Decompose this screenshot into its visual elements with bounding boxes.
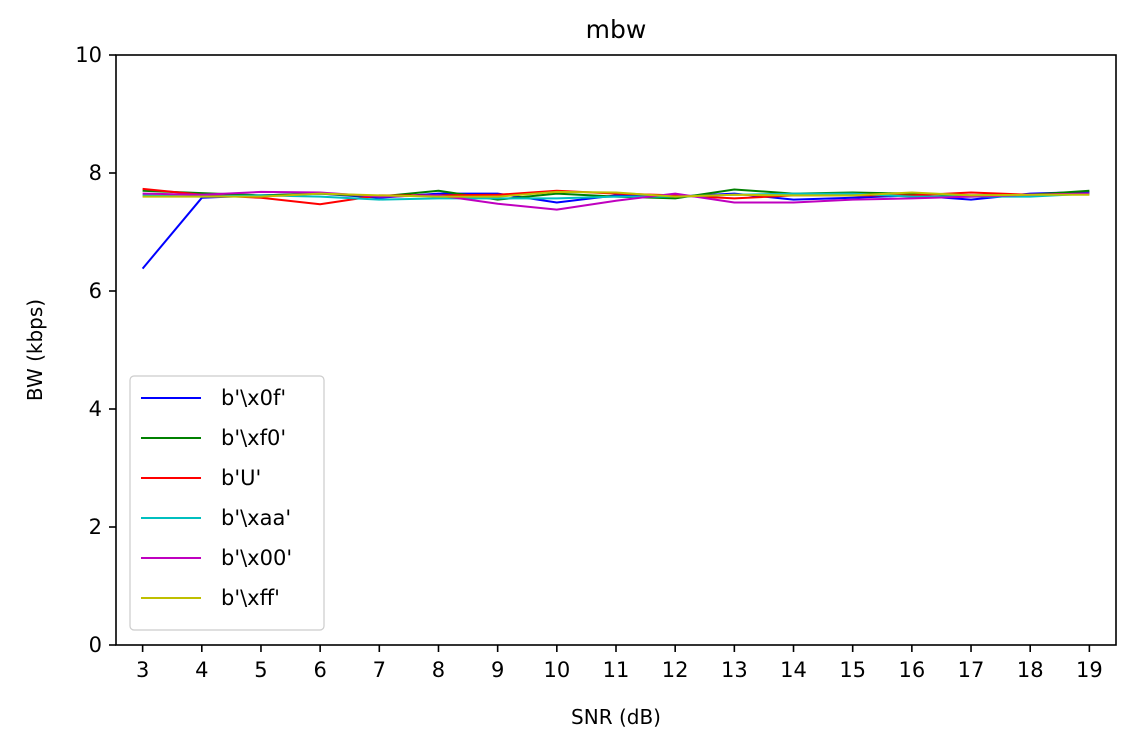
legend-label: b'\x00'	[221, 546, 292, 570]
x-tick-label: 5	[254, 658, 267, 682]
legend-label: b'U'	[221, 466, 261, 490]
legend-label: b'\x0f'	[221, 386, 286, 410]
series-line	[142, 190, 1090, 198]
x-tick-label: 7	[373, 658, 386, 682]
x-tick-label: 6	[313, 658, 326, 682]
plot-area-frame	[115, 54, 1117, 646]
y-tick-label: 0	[89, 633, 102, 657]
x-tick-label: 16	[898, 658, 925, 682]
x-tick-label: 10	[543, 658, 570, 682]
x-tick-label: 15	[839, 658, 866, 682]
x-tick-label: 13	[721, 658, 748, 682]
legend: b'\x0f' b'\xf0' b'U' b'\xaa' b'\x00' b'\xff'	[129, 375, 325, 631]
y-tick-label: 8	[89, 161, 102, 185]
x-tick-label: 3	[136, 658, 149, 682]
legend-label: b'\xf0'	[221, 426, 286, 450]
series-line	[142, 190, 1090, 211]
legend-label: b'\xff'	[221, 586, 280, 610]
legend-label: b'\xaa'	[221, 506, 291, 530]
plot-series	[141, 187, 1090, 270]
series-line	[141, 190, 1090, 270]
y-tick-label: 10	[75, 43, 102, 67]
x-tick-label: 17	[958, 658, 985, 682]
x-tick-label: 14	[780, 658, 807, 682]
y-tick-label: 4	[89, 397, 102, 421]
x-axis-label: SNR (dB)	[571, 705, 661, 729]
y-axis-ticks: 0 2 4 6 8 10	[75, 43, 116, 657]
series-line	[142, 192, 1090, 201]
x-tick-label: 12	[662, 658, 689, 682]
x-tick-label: 8	[432, 658, 445, 682]
x-tick-label: 9	[491, 658, 504, 682]
y-tick-label: 6	[89, 279, 102, 303]
x-tick-label: 4	[195, 658, 208, 682]
x-axis-ticks: 3 4 5 6 7 8 9 10 11 12 13 14 15 16 17 18 19	[136, 645, 1103, 682]
y-tick-label: 2	[89, 515, 102, 539]
x-tick-label: 11	[603, 658, 630, 682]
x-tick-label: 18	[1017, 658, 1044, 682]
x-tick-label: 19	[1076, 658, 1103, 682]
chart-title: mbw	[586, 15, 647, 44]
y-axis-label: BW (kbps)	[23, 299, 47, 401]
legend-box	[129, 375, 325, 631]
